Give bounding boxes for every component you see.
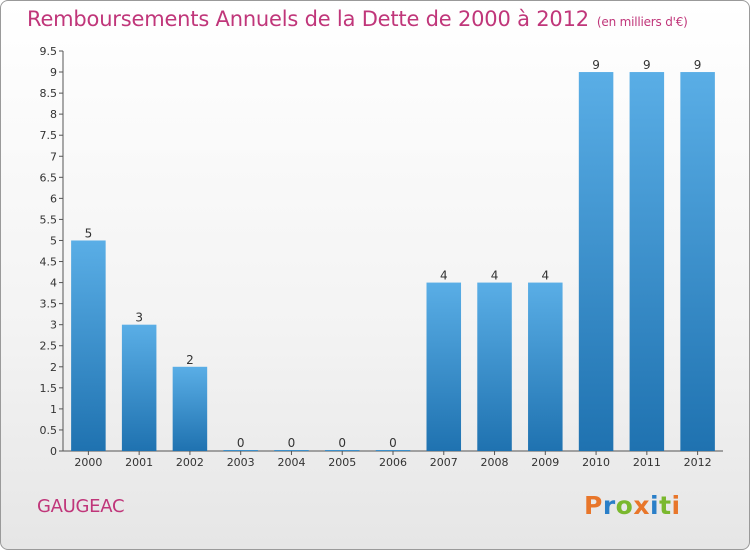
- data-label-2003: 0: [237, 436, 245, 450]
- y-tick-label: 3.5: [40, 298, 58, 311]
- labels-group: 5 3 2 0 0 0 0 4 4 4 9 9 9: [85, 58, 702, 450]
- logo-letter: x: [633, 491, 650, 520]
- x-tick-label: 2010: [582, 456, 610, 469]
- logo-letter: P: [584, 491, 603, 520]
- y-tick-label: 7.5: [40, 129, 58, 142]
- data-label-2009: 4: [541, 269, 549, 283]
- bar-2010: [578, 72, 614, 451]
- y-tick-label: 5.5: [40, 213, 58, 226]
- y-tick-label: 2: [50, 361, 57, 374]
- bar-2008: [477, 282, 512, 451]
- x-tick-label: 2012: [684, 456, 712, 469]
- data-label-2008: 4: [491, 269, 499, 283]
- y-tick-label: 2.5: [40, 340, 58, 353]
- proxiti-logo[interactable]: Proxiti: [584, 491, 681, 520]
- y-tick-label: 1.5: [40, 382, 58, 395]
- y-tick-label: 8: [50, 108, 57, 121]
- logo-letter: i: [650, 491, 660, 520]
- bar-2000: [71, 240, 106, 451]
- y-tick-label: 6.5: [40, 171, 58, 184]
- bar-2002: [172, 366, 208, 451]
- x-tick-label: 2011: [633, 456, 661, 469]
- bars-group: [71, 72, 715, 451]
- y-tick-label: 4.5: [40, 256, 58, 269]
- y-tick-label: 6: [50, 192, 57, 205]
- bar-2003: [223, 450, 258, 451]
- logo-letter: o: [615, 491, 634, 520]
- y-tick-label: 5: [50, 234, 57, 247]
- y-tick-label: 1: [50, 403, 57, 416]
- data-label-2005: 0: [338, 436, 346, 450]
- data-label-2012: 9: [694, 58, 702, 72]
- y-tick-label: 0: [50, 445, 57, 458]
- data-label-2000: 5: [85, 226, 93, 240]
- x-tick-label: 2006: [379, 456, 407, 469]
- data-label-2002: 2: [186, 353, 194, 367]
- x-tick-label: 2005: [328, 456, 356, 469]
- y-tick-label: 9.5: [40, 45, 58, 58]
- axes: 0 0.5 1 1.5 2 2.5 3 3.5 4 4.5 5 5.5 6 6.5 7 7.5 8 8.5 9 9.5…: [40, 45, 723, 469]
- x-tick-label: 2004: [277, 456, 305, 469]
- data-label-2001: 3: [135, 311, 143, 325]
- data-label-2006: 0: [389, 436, 397, 450]
- y-tick-label: 8.5: [40, 87, 58, 100]
- data-label-2004: 0: [288, 436, 296, 450]
- commune-name: GAUGEAC: [37, 496, 125, 517]
- logo-letter: r: [602, 491, 616, 520]
- x-tick-label: 2008: [481, 456, 509, 469]
- y-tick-label: 0.5: [40, 424, 58, 437]
- bar-2009: [528, 282, 563, 451]
- y-tick-label: 3: [50, 319, 57, 332]
- y-tick-label: 9: [50, 66, 57, 79]
- bar-2007: [426, 282, 462, 451]
- bar-2011: [629, 72, 665, 451]
- x-tick-label: 2007: [430, 456, 458, 469]
- logo-letter: i: [671, 491, 681, 520]
- bar-2006: [375, 450, 411, 451]
- bar-2001: [121, 324, 157, 451]
- y-tick-label: 4: [50, 277, 57, 290]
- title-text: Remboursements Annuels de la Dette de 20…: [27, 7, 589, 31]
- bar-2004: [274, 450, 309, 451]
- chart-title: Remboursements Annuels de la Dette de 20…: [27, 7, 688, 31]
- logo-letter: t: [659, 491, 672, 520]
- x-tick-label: 2000: [74, 456, 102, 469]
- data-label-2010: 9: [592, 58, 600, 72]
- data-label-2011: 9: [643, 58, 651, 72]
- x-tick-label: 2002: [176, 456, 204, 469]
- data-label-2007: 4: [440, 269, 448, 283]
- x-tick-label: 2003: [227, 456, 255, 469]
- bar-2012: [680, 72, 715, 451]
- x-tick-label: 2009: [531, 456, 559, 469]
- y-tick-label: 7: [50, 150, 57, 163]
- bar-2005: [324, 450, 360, 451]
- x-tick-label: 2001: [125, 456, 153, 469]
- chart-subtitle: (en milliers d'€): [596, 15, 688, 29]
